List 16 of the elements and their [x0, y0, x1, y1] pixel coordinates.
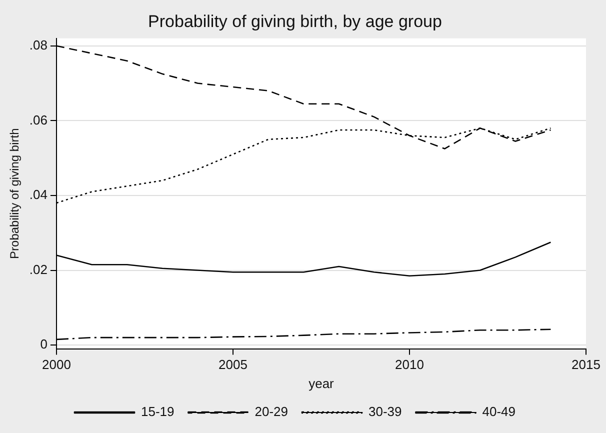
y-tick-label: 0	[40, 336, 48, 352]
x-axis-title: year	[308, 376, 335, 391]
legend-label: 20-29	[254, 404, 288, 420]
x-tick-label: 2015	[572, 357, 600, 372]
y-tick-label: .04	[29, 187, 48, 202]
y-tick-label: .02	[29, 262, 48, 277]
chart-title: Probability of giving birth, by age group	[148, 12, 442, 31]
x-tick-label: 2010	[395, 357, 424, 372]
y-tick-label: .08	[29, 37, 48, 52]
y-tick-label: .06	[29, 112, 48, 128]
y-axis-title: Probability of giving birth	[8, 128, 22, 259]
legend-label: 30-39	[368, 404, 402, 420]
legend-label: 40-49	[482, 404, 516, 420]
x-tick-label: 2000	[42, 357, 71, 372]
x-tick-label: 2005	[218, 357, 248, 372]
legend-label: 15-19	[141, 404, 174, 420]
